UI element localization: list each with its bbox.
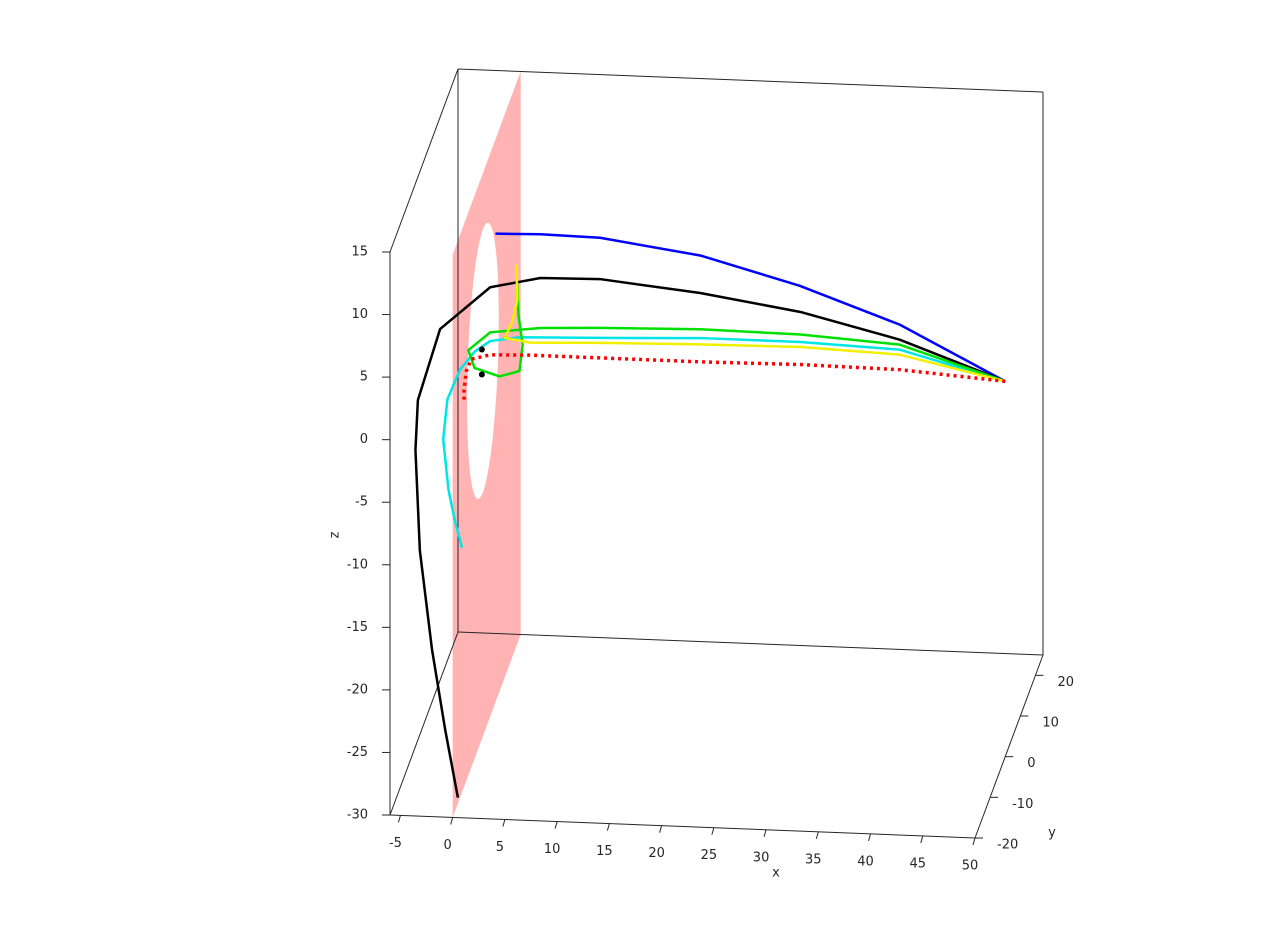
z-tick-label: -25 <box>347 745 368 760</box>
axis-box-edge <box>389 68 459 253</box>
z-tick-label: 10 <box>351 307 368 322</box>
y-tick-label: -10 <box>1012 797 1033 812</box>
y-tick-label: -20 <box>997 838 1018 853</box>
x-tick-label: 35 <box>805 852 822 867</box>
y-tick-label: 10 <box>1042 716 1059 731</box>
surface-plane <box>452 71 521 818</box>
x-tick <box>920 835 924 844</box>
x-tick-label: 50 <box>962 859 979 874</box>
x-tick <box>763 829 767 837</box>
x-tick-label: 10 <box>544 842 561 857</box>
x-tick <box>554 821 558 829</box>
x-tick <box>606 823 610 831</box>
x-tick-label: 45 <box>909 856 926 871</box>
x-tick-label: 0 <box>444 838 452 853</box>
point-marker <box>478 346 485 353</box>
trajectory-line <box>495 232 1006 383</box>
trajectory-line <box>414 276 1006 798</box>
y-tick-label: 0 <box>1027 756 1035 771</box>
x-tick <box>972 837 976 846</box>
y-tick-label: 20 <box>1057 675 1074 690</box>
x-tick <box>397 815 401 823</box>
x-tick <box>868 833 872 842</box>
z-tick-label: 5 <box>360 370 368 385</box>
axis-box-edge <box>457 631 1044 656</box>
trajectory-line <box>462 353 1006 403</box>
x-tick-label: 25 <box>701 848 718 863</box>
x-tick-label: 15 <box>596 844 613 859</box>
x-tick <box>450 817 454 825</box>
axis-box-edge <box>457 68 1044 93</box>
x-tick-label: 30 <box>753 850 770 865</box>
trajectory-line <box>467 284 1006 383</box>
x-tick <box>815 831 819 839</box>
z-tick-label: 0 <box>360 432 368 447</box>
x-tick <box>659 825 663 833</box>
x-tick-label: -5 <box>389 836 402 851</box>
y-axis-label: y <box>1048 826 1056 841</box>
trajectory-line <box>503 264 1006 383</box>
z-tick-label: 15 <box>351 245 368 260</box>
x-tick <box>502 819 506 827</box>
z-axis-label: z <box>328 531 343 538</box>
x-axis-label: x <box>772 866 780 881</box>
axis-box-edge <box>389 814 976 839</box>
axis-box-edge <box>389 631 459 816</box>
z-tick-label: -5 <box>355 495 368 510</box>
x-tick-label: 40 <box>857 854 874 869</box>
point-marker <box>478 371 485 378</box>
z-tick-label: -10 <box>347 557 368 572</box>
axis-box-edge <box>974 654 1044 839</box>
z-tick-label: -30 <box>347 808 368 823</box>
x-tick-label: 5 <box>496 840 504 855</box>
z-tick-label: -15 <box>347 620 368 635</box>
x-tick <box>711 827 715 835</box>
trajectory-line <box>441 335 1006 548</box>
x-tick-label: 20 <box>648 846 665 861</box>
z-tick-label: -20 <box>347 682 368 697</box>
